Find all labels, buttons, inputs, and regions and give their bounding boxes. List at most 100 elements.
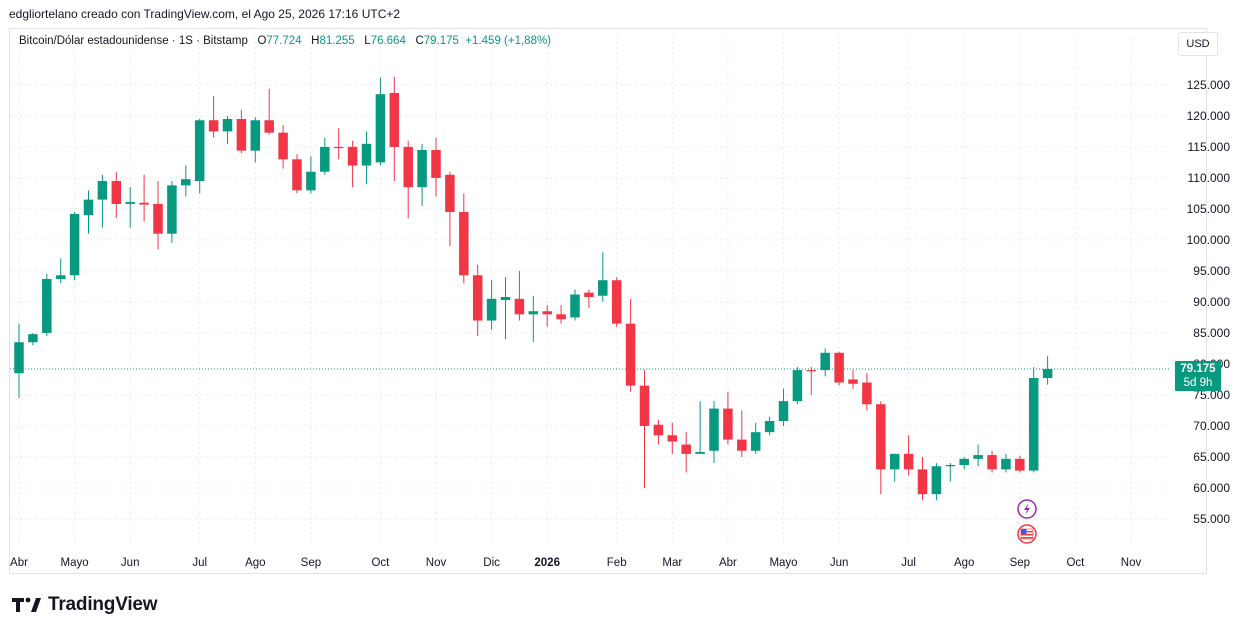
candle-body [625, 323, 636, 386]
candle-body [250, 120, 261, 151]
last-price-label: 79.175 5d 9h [1175, 361, 1221, 392]
candle-body [903, 453, 914, 470]
candle [931, 463, 942, 501]
candle-body [723, 408, 733, 440]
price-tick-label: 95.000 [1193, 264, 1230, 278]
candle [361, 131, 372, 185]
candle [111, 171, 122, 219]
candle [584, 289, 594, 309]
candle [486, 280, 497, 330]
candle [375, 77, 386, 166]
grid-layer [10, 37, 1170, 548]
time-tick-label: Oct [371, 557, 390, 569]
price-tick-label: 110.000 [1188, 171, 1231, 185]
candle-body [639, 385, 650, 426]
time-tick-label: Nov [1121, 557, 1142, 569]
candle [695, 401, 705, 454]
open-value: 77.724 [266, 35, 302, 47]
candle [250, 117, 261, 163]
candle-body [403, 146, 413, 188]
candle-body [750, 432, 761, 451]
candle [445, 171, 455, 247]
candle [889, 453, 900, 482]
candle-body [111, 181, 122, 204]
candle-body [69, 213, 80, 276]
candle [917, 456, 928, 501]
candle-body [778, 401, 789, 421]
price-tick-label: 55.000 [1193, 512, 1230, 526]
candle [764, 416, 775, 436]
candle-body [333, 146, 344, 149]
candle-body [1015, 458, 1025, 471]
candle-body [820, 352, 830, 371]
candle [639, 370, 650, 488]
candle-body [361, 143, 372, 166]
candle-body [1028, 378, 1039, 471]
us-flag-event-icon[interactable] [1017, 524, 1037, 544]
candle [667, 422, 678, 454]
candle [69, 212, 80, 281]
candle-body [876, 404, 886, 470]
candle-body [556, 314, 566, 320]
candle [862, 373, 872, 411]
candle-body [931, 466, 942, 495]
candle-body [889, 453, 900, 470]
candle [973, 444, 983, 467]
candle [723, 391, 733, 445]
candle [194, 119, 205, 194]
candle-body [667, 435, 678, 442]
candle [848, 370, 858, 389]
symbol-title[interactable]: Bitcoin/Dólar estadounidense · 1S · Bits… [19, 35, 248, 47]
candle [125, 187, 135, 228]
candle [1042, 356, 1053, 385]
time-tick-label: Sep [1010, 557, 1030, 569]
lightning-event-icon[interactable] [1017, 499, 1037, 519]
candle [598, 252, 608, 302]
candle-body [472, 275, 483, 321]
candle [806, 367, 817, 395]
candle-body [528, 311, 539, 315]
tradingview-logo[interactable]: TradingView [12, 594, 158, 616]
currency-button[interactable]: USD [1178, 32, 1218, 56]
candle-body [347, 146, 358, 166]
candle [903, 435, 914, 476]
close-value: 79.175 [423, 35, 459, 47]
candle-body [973, 455, 983, 459]
candle-body [709, 408, 719, 451]
candle-body [194, 120, 205, 182]
candle [945, 463, 956, 482]
time-tick-label: Jul [901, 557, 916, 569]
bar-countdown: 5d 9h [1184, 377, 1213, 389]
candle [556, 305, 566, 324]
candle [778, 388, 789, 426]
candle [834, 351, 844, 386]
price-tick-label: 60.000 [1193, 481, 1230, 495]
candle [681, 432, 691, 473]
candle [264, 88, 274, 135]
candle-body [236, 119, 247, 151]
candle-body [570, 294, 580, 318]
candle-body [987, 455, 997, 470]
time-tick-label: Feb [607, 557, 627, 569]
candle-body [292, 159, 302, 191]
created-by-caption: edgliortelano creado con TradingView.com… [9, 7, 401, 21]
candle [292, 154, 302, 194]
candle [14, 323, 24, 399]
candle-body [125, 202, 135, 204]
price-tick-label: 90.000 [1193, 295, 1230, 309]
candle-body [1001, 458, 1011, 470]
candle [459, 193, 469, 284]
candle [625, 298, 636, 392]
time-tick-label: Nov [426, 557, 447, 569]
candle-body [14, 342, 24, 374]
candle-body [278, 132, 288, 160]
open-label: O [257, 35, 267, 47]
tradingview-logo-icon [12, 597, 41, 612]
time-tick-label: Dic [483, 557, 500, 569]
candle-body [83, 199, 94, 216]
candle [653, 419, 664, 445]
candle-body [695, 451, 705, 454]
candle [876, 401, 886, 495]
candle [528, 295, 539, 343]
